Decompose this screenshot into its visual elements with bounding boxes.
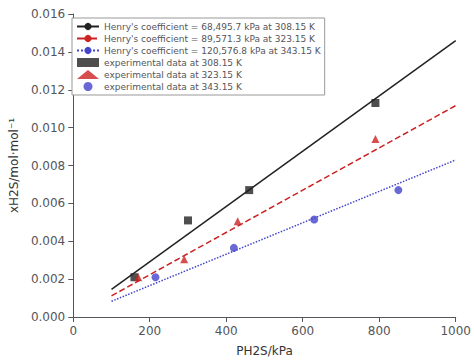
svg-text:0.016: 0.016 [31, 7, 65, 21]
svg-text:Henry's coefficient = 89,571.3: Henry's coefficient = 89,571.3 kPa at 32… [104, 34, 316, 44]
svg-text:xH2S/mol·mol⁻¹: xH2S/mol·mol⁻¹ [7, 118, 21, 213]
svg-text:0.004: 0.004 [31, 234, 65, 248]
svg-text:1000: 1000 [440, 324, 471, 338]
svg-text:experimental data at 343.15 K: experimental data at 343.15 K [104, 82, 243, 92]
svg-text:experimental data at 308.15 K: experimental data at 308.15 K [104, 58, 243, 68]
svg-text:Henry's coefficient = 120,576.: Henry's coefficient = 120,576.8 kPa at 3… [104, 46, 322, 56]
svg-text:experimental data at 323.15 K: experimental data at 323.15 K [104, 70, 243, 80]
svg-text:0.000: 0.000 [31, 310, 65, 324]
svg-text:PH2S/kPa: PH2S/kPa [236, 344, 293, 358]
svg-text:400: 400 [215, 324, 238, 338]
svg-text:0: 0 [69, 324, 77, 338]
svg-text:0.008: 0.008 [31, 159, 65, 173]
svg-text:0.006: 0.006 [31, 196, 65, 210]
svg-text:200: 200 [138, 324, 161, 338]
svg-text:600: 600 [291, 324, 314, 338]
svg-text:Henry's coefficient = 68,495.7: Henry's coefficient = 68,495.7 kPa at 30… [104, 22, 316, 32]
svg-text:0.014: 0.014 [31, 45, 65, 59]
svg-text:0.012: 0.012 [31, 83, 65, 97]
svg-text:0.002: 0.002 [31, 272, 65, 286]
svg-text:800: 800 [368, 324, 391, 338]
svg-text:0.010: 0.010 [31, 121, 65, 135]
